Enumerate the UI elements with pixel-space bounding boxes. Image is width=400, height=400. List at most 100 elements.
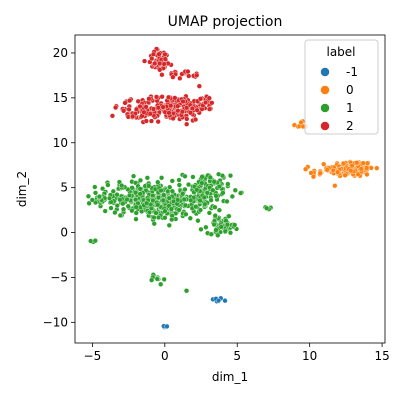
point xyxy=(85,193,92,199)
point xyxy=(188,197,194,203)
point xyxy=(298,119,304,126)
point xyxy=(197,96,204,102)
point xyxy=(207,106,213,112)
point xyxy=(341,160,347,167)
point xyxy=(169,216,175,223)
point xyxy=(187,110,194,116)
point xyxy=(153,94,160,100)
point xyxy=(155,179,161,185)
point xyxy=(182,173,188,179)
point xyxy=(349,163,355,169)
y-tick-label: 15 xyxy=(53,91,68,105)
point xyxy=(368,165,374,171)
point xyxy=(179,109,185,115)
point xyxy=(185,181,192,188)
point xyxy=(166,222,172,228)
x-axis-title: dim_1 xyxy=(212,370,248,384)
point xyxy=(317,170,323,176)
point xyxy=(112,209,118,216)
point xyxy=(185,68,191,75)
point xyxy=(199,174,205,180)
point xyxy=(308,170,314,176)
chart-title: UMAP projection xyxy=(168,14,283,30)
point xyxy=(215,298,222,304)
point xyxy=(199,180,205,186)
point xyxy=(208,197,214,203)
point xyxy=(158,281,164,287)
point xyxy=(161,61,167,67)
legend: label -1 0 1 2 xyxy=(304,39,379,135)
point xyxy=(354,160,360,166)
point xyxy=(176,207,182,213)
point xyxy=(348,168,354,174)
point xyxy=(166,110,172,116)
point xyxy=(105,182,111,188)
point xyxy=(150,106,157,112)
point xyxy=(137,191,143,197)
point xyxy=(216,207,222,213)
point xyxy=(222,298,228,304)
point xyxy=(156,51,162,57)
point xyxy=(153,210,159,216)
x-tick-label: 5 xyxy=(233,349,241,363)
point xyxy=(148,118,155,124)
x-tick-label: 0 xyxy=(161,349,169,363)
point xyxy=(160,197,166,203)
point xyxy=(165,188,171,194)
point xyxy=(86,200,92,206)
point xyxy=(222,228,228,234)
point xyxy=(126,106,132,113)
point xyxy=(137,177,144,183)
point xyxy=(209,100,215,106)
y-tick-label: −5 xyxy=(50,270,68,284)
point xyxy=(183,211,189,217)
legend-label: -1 xyxy=(346,65,358,79)
point xyxy=(332,183,338,189)
point xyxy=(211,221,217,228)
point xyxy=(198,226,204,232)
point xyxy=(161,192,167,198)
point xyxy=(177,75,183,81)
legend-entries: -1 0 1 2 xyxy=(320,65,358,133)
point xyxy=(146,96,152,102)
point xyxy=(226,213,232,219)
point xyxy=(155,202,161,208)
point xyxy=(133,190,139,196)
point xyxy=(114,192,120,198)
point xyxy=(364,165,370,171)
point xyxy=(187,215,193,221)
point xyxy=(310,174,317,180)
point xyxy=(102,208,108,214)
point xyxy=(129,185,135,191)
point xyxy=(374,165,380,171)
point xyxy=(120,206,127,212)
point xyxy=(168,103,174,109)
point xyxy=(168,206,174,212)
point xyxy=(110,188,116,194)
point xyxy=(216,171,222,177)
point xyxy=(108,205,114,211)
point xyxy=(159,72,165,78)
x-axis: −5 0 5 10 15 xyxy=(84,343,390,363)
legend-label: 2 xyxy=(346,119,354,133)
point xyxy=(117,212,123,219)
point xyxy=(122,100,128,106)
point xyxy=(166,195,172,201)
legend-title: label xyxy=(326,45,355,59)
point xyxy=(176,182,182,188)
point xyxy=(92,184,98,190)
point xyxy=(224,222,231,228)
legend-label: 1 xyxy=(346,101,354,115)
point xyxy=(126,192,133,199)
point xyxy=(180,98,186,105)
x-tick-label: 15 xyxy=(374,349,389,363)
point xyxy=(224,198,230,205)
point xyxy=(151,214,157,221)
point xyxy=(172,95,178,101)
point xyxy=(92,238,98,244)
point xyxy=(149,55,155,62)
point xyxy=(121,108,127,114)
y-tick-label: 20 xyxy=(53,46,68,60)
point xyxy=(342,172,348,178)
point xyxy=(194,107,200,113)
